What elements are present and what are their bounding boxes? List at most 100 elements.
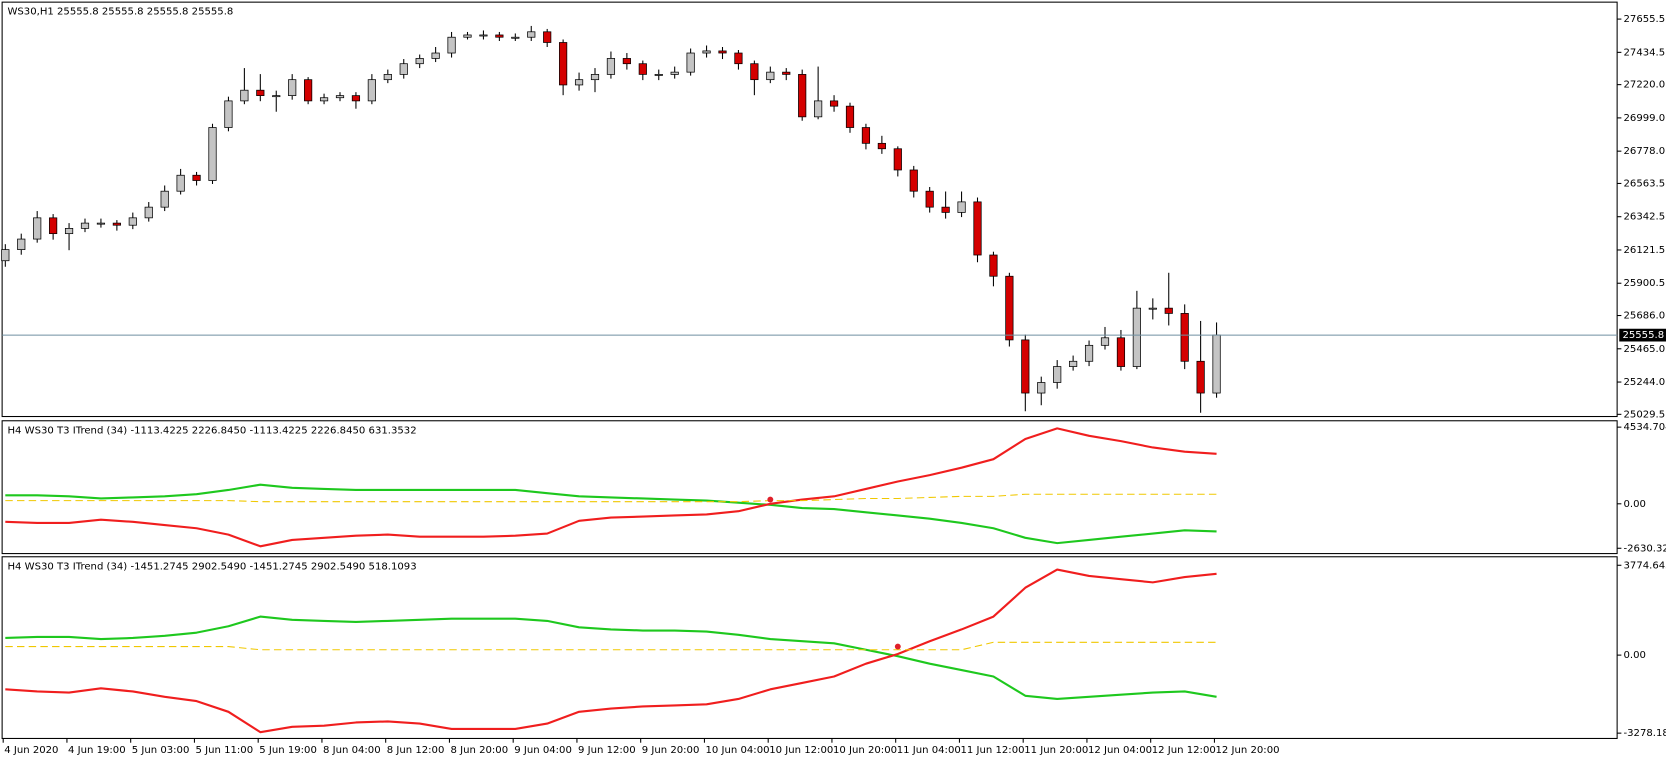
candle-body bbox=[574, 79, 584, 86]
candle-body bbox=[1196, 360, 1205, 394]
candle-body bbox=[734, 52, 743, 65]
candle-body bbox=[1116, 337, 1126, 367]
candle-body bbox=[1132, 307, 1141, 367]
indicator-line bbox=[5, 615, 1217, 701]
x-tick-label: 4 Jun 2020 bbox=[4, 745, 58, 756]
pane-frame bbox=[1, 1, 1618, 418]
candle-body bbox=[909, 169, 918, 192]
candle-body bbox=[559, 42, 568, 86]
indicator-line bbox=[5, 641, 1217, 651]
candle-body bbox=[543, 31, 552, 43]
candle-body bbox=[288, 79, 297, 96]
candle-body bbox=[1100, 337, 1110, 346]
candle-body bbox=[1053, 366, 1062, 383]
y-tick-label: 26778.0 bbox=[1624, 146, 1666, 157]
y-tick-label: 26342.5 bbox=[1624, 212, 1666, 223]
candle-body bbox=[861, 127, 871, 144]
x-tick-label: 10 Jun 20:00 bbox=[833, 745, 897, 756]
candle-body bbox=[463, 34, 472, 38]
x-tick-label: 9 Jun 12:00 bbox=[578, 745, 636, 756]
signal-dot bbox=[894, 643, 901, 650]
candle-body bbox=[192, 174, 201, 181]
candle-body bbox=[33, 217, 42, 240]
price-label: 25555.8 bbox=[1622, 330, 1664, 341]
candle-body bbox=[829, 100, 839, 107]
y-tick-label: 27434.5 bbox=[1624, 47, 1666, 58]
candle-body bbox=[447, 36, 456, 54]
candle-body bbox=[17, 238, 26, 250]
x-tick-label: 8 Jun 20:00 bbox=[451, 745, 509, 756]
candle-body bbox=[240, 89, 249, 102]
candle-body bbox=[479, 34, 488, 37]
x-tick-label: 5 Jun 19:00 bbox=[259, 745, 317, 756]
candle-body bbox=[766, 71, 775, 81]
x-tick-label: 11 Jun 04:00 bbox=[897, 745, 961, 756]
candle-body bbox=[893, 148, 902, 171]
candle-body bbox=[64, 228, 74, 235]
candle-body bbox=[798, 74, 807, 118]
candle-body bbox=[80, 222, 90, 229]
candle-body bbox=[606, 58, 616, 75]
pane-title: H4 WS30 T3 ITrend (34) -1451.2745 2902.5… bbox=[7, 561, 416, 572]
candle-body bbox=[1180, 313, 1189, 362]
indicator-line bbox=[5, 483, 1217, 545]
y-tick-label: 3774.6451 bbox=[1624, 560, 1666, 571]
candle-body bbox=[96, 222, 106, 225]
candle-body bbox=[1021, 339, 1030, 394]
candle-body bbox=[128, 217, 137, 226]
candle-body bbox=[144, 206, 153, 219]
candle-body bbox=[415, 58, 424, 65]
candle-body bbox=[1084, 344, 1094, 362]
x-tick-label: 5 Jun 11:00 bbox=[196, 745, 254, 756]
pane-frame bbox=[1, 556, 1618, 739]
candle-body bbox=[957, 201, 966, 213]
candle-body bbox=[814, 100, 823, 118]
candle-body bbox=[1037, 382, 1046, 394]
candle-body bbox=[718, 50, 727, 54]
candle-body bbox=[176, 174, 185, 192]
y-tick-label: -3278.180 bbox=[1624, 728, 1666, 739]
candle-body bbox=[208, 127, 217, 181]
candle-body bbox=[590, 74, 600, 81]
candle-body bbox=[877, 142, 886, 150]
x-tick-label: 8 Jun 12:00 bbox=[387, 745, 445, 756]
y-tick-label: -2630.323 bbox=[1624, 543, 1666, 554]
x-tick-label: 5 Jun 03:00 bbox=[132, 745, 190, 756]
candle-body bbox=[49, 217, 58, 235]
x-tick-label: 11 Jun 20:00 bbox=[1024, 745, 1088, 756]
candle-body bbox=[989, 254, 998, 277]
candle-body bbox=[431, 52, 440, 59]
y-tick-label: 26999.0 bbox=[1624, 113, 1666, 124]
candle-body bbox=[654, 74, 663, 76]
pane-frame bbox=[1, 420, 1618, 555]
indicator-line bbox=[5, 568, 1217, 734]
candle-body bbox=[272, 95, 281, 98]
x-tick-label: 9 Jun 20:00 bbox=[642, 745, 700, 756]
y-tick-label: 26121.5 bbox=[1624, 245, 1666, 256]
x-tick-label: 4 Jun 19:00 bbox=[68, 745, 126, 756]
candle-body bbox=[383, 74, 392, 81]
candle-body bbox=[112, 222, 121, 226]
candle-body bbox=[160, 190, 169, 208]
y-tick-label: 25029.5 bbox=[1624, 409, 1666, 420]
candle-body bbox=[367, 79, 376, 102]
candle-body bbox=[638, 63, 647, 75]
candle-body bbox=[1164, 307, 1173, 314]
x-tick-label: 12 Jun 04:00 bbox=[1088, 745, 1152, 756]
y-tick-label: 25244.0 bbox=[1624, 377, 1666, 388]
candle-body bbox=[670, 71, 679, 75]
y-tick-label: 0.00 bbox=[1624, 499, 1646, 510]
x-tick-label: 10 Jun 04:00 bbox=[706, 745, 770, 756]
y-tick-label: 27220.0 bbox=[1624, 80, 1666, 91]
candle-body bbox=[750, 63, 759, 81]
candle-body bbox=[702, 50, 711, 54]
indicator-line bbox=[5, 493, 1217, 503]
candle-body bbox=[1069, 360, 1078, 367]
candle-body bbox=[304, 79, 313, 102]
y-tick-label: 26563.5 bbox=[1624, 178, 1666, 189]
candle-body bbox=[351, 95, 361, 102]
candle-body bbox=[941, 206, 950, 213]
y-tick-label: 25686.0 bbox=[1624, 311, 1666, 322]
